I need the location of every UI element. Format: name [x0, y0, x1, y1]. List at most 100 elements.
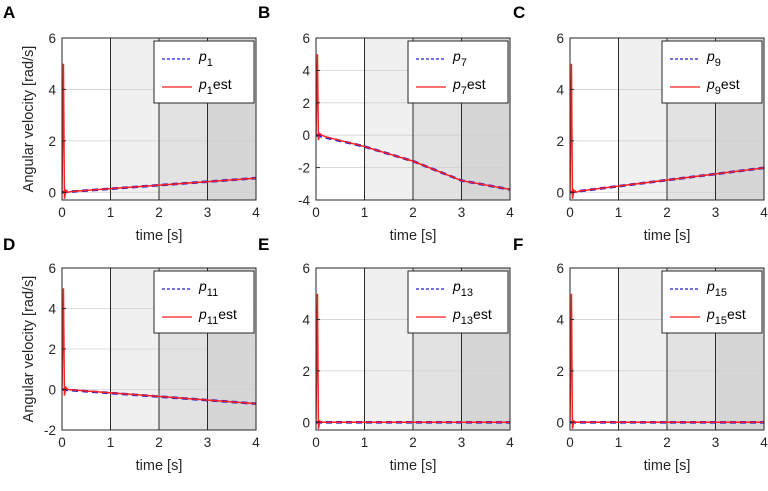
- legend-entry-est: p1est: [198, 76, 232, 97]
- x-tick-label: 0: [566, 205, 574, 220]
- y-tick-label: 4: [556, 82, 564, 97]
- y-tick-label: 6: [556, 261, 564, 276]
- x-axis-label: time [s]: [390, 228, 437, 244]
- y-tick-label: 4: [556, 312, 564, 327]
- panel-letter: A: [3, 3, 15, 22]
- y-tick-label: 2: [302, 364, 310, 379]
- legend-subscript: 1: [207, 85, 213, 97]
- legend-box: [661, 40, 763, 104]
- y-tick-label: -4: [298, 193, 310, 208]
- x-tick-label: 0: [312, 205, 320, 220]
- legend-symbol: p: [198, 306, 207, 322]
- x-tick-label: 3: [458, 435, 466, 450]
- y-tick-label: 6: [302, 31, 310, 46]
- y-tick-label: 2: [48, 134, 56, 149]
- legend-subscript: 7: [461, 57, 467, 69]
- time-band: [110, 38, 159, 200]
- legend-entry-est: p7est: [452, 76, 486, 97]
- y-tick-label: 6: [556, 31, 564, 46]
- time-band: [618, 268, 667, 430]
- panel-a: 0 2 4 6 0 1 2 3 4 time [s] Angular velocity [rad/s…: [3, 3, 260, 244]
- x-tick-label: 3: [712, 205, 720, 220]
- legend-subscript: 15: [715, 287, 727, 299]
- x-axis-label: time [s]: [136, 458, 183, 474]
- legend-box: [661, 270, 763, 334]
- y-axis-label: Angular velocity [rad/s]: [21, 276, 37, 423]
- legend-entry-true: p1: [198, 48, 213, 69]
- x-tick-label: 0: [58, 205, 66, 220]
- legend-symbol: p: [198, 76, 207, 92]
- panel-letter: C: [513, 3, 525, 22]
- series-line-p1est: [62, 63, 256, 199]
- time-band: [316, 268, 365, 430]
- legend-subscript: 7: [461, 85, 467, 97]
- x-axis-label: time [s]: [136, 228, 183, 244]
- y-tick-label: 2: [48, 342, 56, 357]
- time-band: [570, 38, 619, 200]
- legend-subscript: 13: [461, 287, 473, 299]
- legend-entry-est: p15est: [706, 306, 746, 327]
- x-tick-label: 1: [361, 205, 369, 220]
- y-tick-label: 6: [48, 261, 56, 276]
- x-axis-label: time [s]: [644, 228, 691, 244]
- legend-subscript: 13: [461, 315, 473, 327]
- x-tick-label: 2: [409, 435, 417, 450]
- legend-subscript: 11: [207, 315, 218, 327]
- y-axis-label: Angular velocity [rad/s]: [21, 46, 37, 193]
- y-tick-label: 4: [302, 63, 310, 78]
- x-tick-label: 2: [155, 435, 163, 450]
- x-tick-label: 1: [361, 435, 369, 450]
- legend-symbol: p: [452, 278, 461, 294]
- x-tick-label: 4: [760, 435, 768, 450]
- x-tick-label: 4: [252, 435, 260, 450]
- legend-box: [153, 40, 255, 104]
- time-band: [364, 268, 413, 430]
- x-tick-label: 2: [155, 205, 163, 220]
- panel-letter: D: [3, 235, 15, 254]
- legend-est-suffix: est: [473, 306, 492, 322]
- legend-entry-true: p7: [452, 48, 467, 69]
- legend-entry-est: p13est: [452, 306, 492, 327]
- legend-entry-true: p15: [706, 278, 727, 299]
- time-band: [364, 38, 413, 200]
- time-band: [316, 38, 365, 200]
- legend-entry-est: p9est: [706, 76, 740, 97]
- panel-letter: E: [258, 235, 269, 254]
- legend-entry-est: p11est: [198, 306, 237, 327]
- x-tick-label: 4: [506, 205, 514, 220]
- y-tick-label: 4: [48, 82, 56, 97]
- x-tick-label: 2: [663, 205, 671, 220]
- legend-symbol: p: [452, 48, 461, 64]
- x-tick-label: 1: [107, 205, 115, 220]
- y-tick-label: 0: [302, 128, 310, 143]
- y-tick-label: 2: [302, 96, 310, 111]
- x-tick-label: 4: [506, 435, 514, 450]
- series-line-p11est: [62, 288, 256, 405]
- y-tick-label: 6: [302, 261, 310, 276]
- x-tick-label: 2: [663, 435, 671, 450]
- time-band: [618, 38, 667, 200]
- series-line-p7est: [316, 54, 510, 191]
- time-band: [570, 268, 619, 430]
- y-tick-label: 0: [302, 415, 310, 430]
- legend-box: [407, 270, 509, 334]
- y-tick-label: -2: [44, 423, 56, 438]
- x-tick-label: 2: [409, 205, 417, 220]
- legend-subscript: 15: [715, 315, 727, 327]
- x-tick-label: 3: [458, 205, 466, 220]
- x-tick-label: 0: [58, 435, 66, 450]
- legend-symbol: p: [198, 278, 207, 294]
- y-tick-label: 2: [556, 364, 564, 379]
- y-tick-label: 6: [48, 31, 56, 46]
- legend-entry-true: p13: [452, 278, 473, 299]
- x-tick-label: 1: [615, 435, 623, 450]
- legend-est-suffix: est: [218, 306, 237, 322]
